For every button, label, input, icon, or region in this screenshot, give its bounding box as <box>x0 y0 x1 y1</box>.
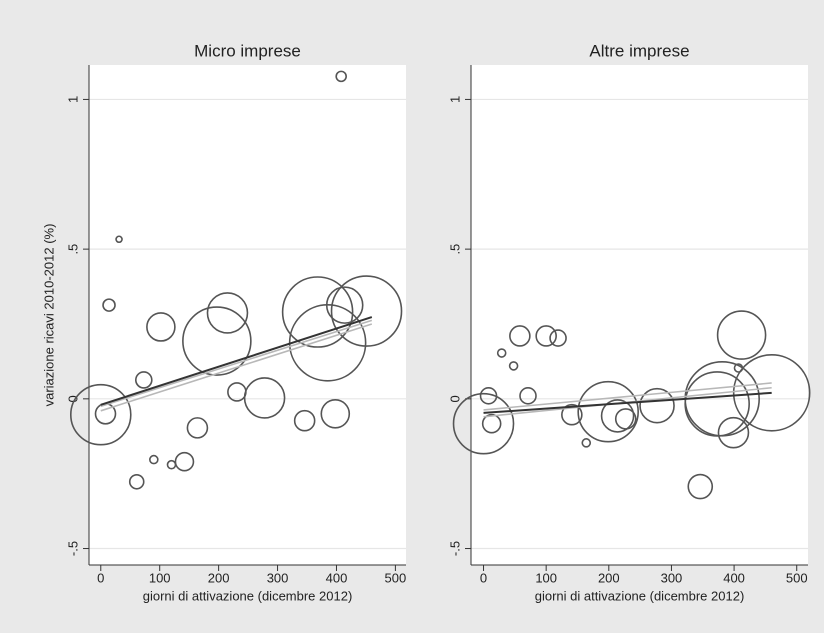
bubble <box>732 354 811 432</box>
bubble <box>716 310 767 360</box>
x-tick-label: 200 <box>208 570 230 585</box>
fit-line <box>100 319 373 408</box>
panel-title: Altre imprese <box>589 41 689 60</box>
bubble <box>600 399 635 433</box>
bubble <box>320 399 351 429</box>
y-tick-label: 0 <box>447 395 462 402</box>
bubble <box>330 275 403 347</box>
bubble <box>687 473 714 500</box>
bubble <box>186 417 209 439</box>
bubble <box>128 473 145 490</box>
bubble <box>496 348 507 358</box>
bubble <box>508 361 519 371</box>
panel-title: Micro imprese <box>194 41 301 60</box>
bubble <box>479 387 498 405</box>
bubble <box>115 235 123 244</box>
x-tick-label: 0 <box>480 570 487 585</box>
bubble <box>519 387 537 405</box>
plot-area <box>471 65 808 565</box>
bubble <box>509 325 531 347</box>
bubble <box>717 416 750 449</box>
y-tick-label: 0 <box>65 395 80 402</box>
bubble <box>243 377 286 419</box>
x-axis-title: giorni di attivazione (dicembre 2012) <box>535 588 745 603</box>
bubble <box>561 403 583 426</box>
x-tick-label: 300 <box>267 570 289 585</box>
bubble <box>146 312 176 342</box>
bubble <box>206 292 249 334</box>
bubble <box>293 409 316 432</box>
bubble <box>281 276 354 348</box>
x-tick-label: 200 <box>598 570 620 585</box>
x-tick-label: 500 <box>385 570 407 585</box>
fit-line <box>100 323 373 412</box>
bubble <box>577 380 639 443</box>
y-tick-label: .5 <box>65 244 80 255</box>
bubble <box>174 451 195 472</box>
y-tick-label: .5 <box>447 244 462 255</box>
fit-line <box>483 382 772 411</box>
bubble <box>581 438 592 448</box>
fit-line <box>483 391 772 414</box>
bubble <box>639 387 675 424</box>
bubble <box>452 392 515 455</box>
bubble <box>149 454 159 465</box>
bubble <box>182 306 252 376</box>
x-tick-label: 100 <box>535 570 557 585</box>
bubble <box>549 329 567 347</box>
bubble <box>481 413 502 434</box>
bubble <box>134 371 153 389</box>
bubble <box>335 70 347 83</box>
y-tick-label: -.5 <box>65 541 80 556</box>
bubble <box>69 383 132 446</box>
x-tick-label: 0 <box>97 570 104 585</box>
y-axis-title: variazione ricavi 2010-2012 (%) <box>41 224 56 407</box>
y-tick-label: 1 <box>65 96 80 103</box>
x-tick-label: 500 <box>786 570 808 585</box>
x-axis-title: giorni di attivazione (dicembre 2012) <box>143 588 353 603</box>
x-tick-label: 300 <box>661 570 683 585</box>
bubble <box>614 408 637 430</box>
bubble <box>102 298 116 312</box>
x-tick-label: 100 <box>149 570 171 585</box>
y-tick-label: 1 <box>447 96 462 103</box>
x-tick-label: 400 <box>326 570 348 585</box>
x-tick-label: 400 <box>723 570 745 585</box>
fit-line <box>100 316 373 406</box>
bubble <box>535 325 557 347</box>
y-tick-label: -.5 <box>447 541 462 556</box>
